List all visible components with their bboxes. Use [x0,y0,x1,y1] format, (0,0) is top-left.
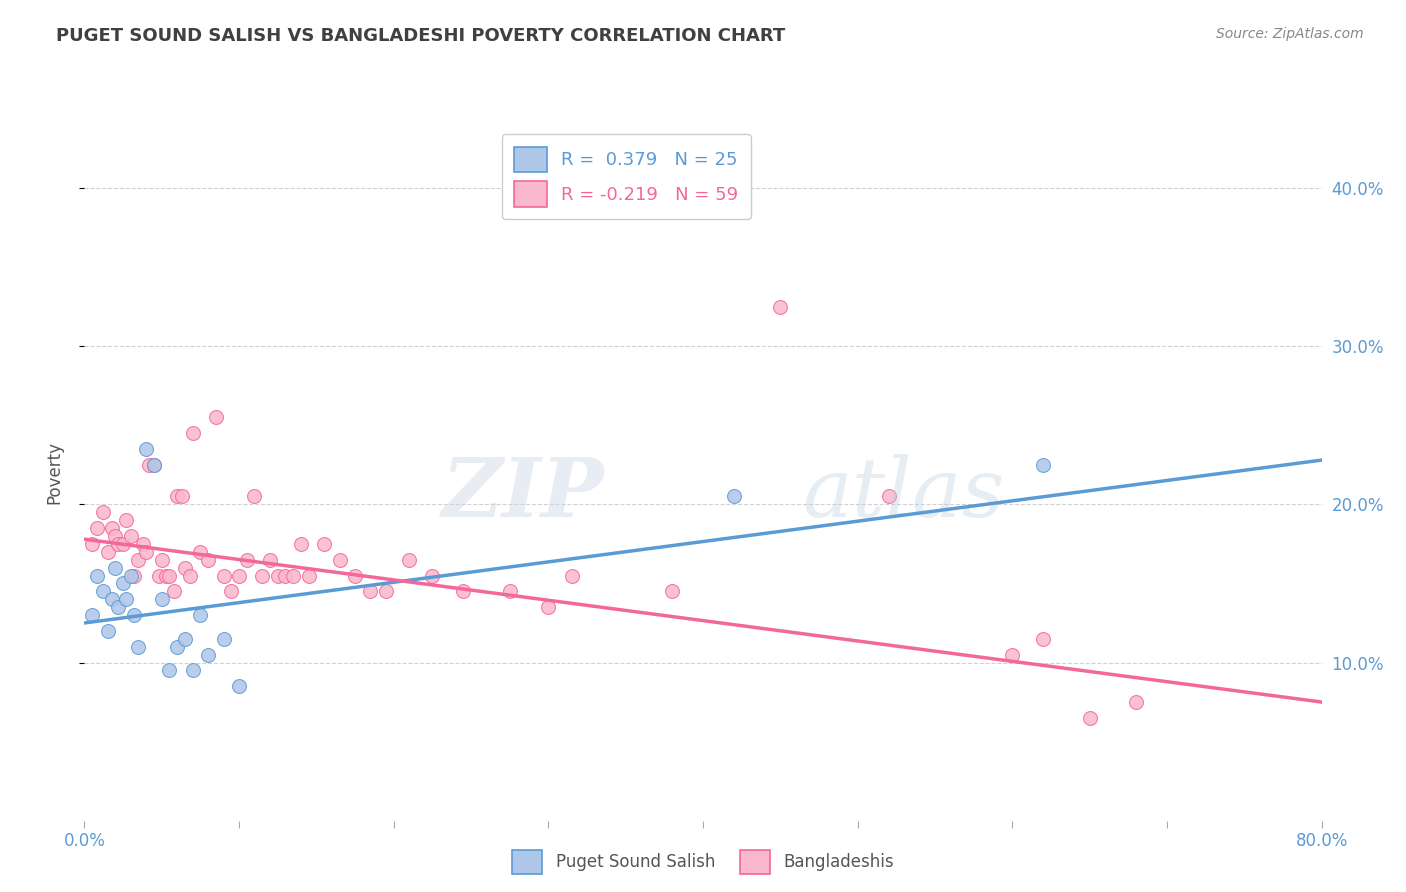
Point [221,584,243,599]
Point [120,568,142,582]
Point [135,442,157,456]
Point [499,584,522,599]
Point [181,664,204,678]
Point [174,632,197,646]
Point [1001,648,1024,662]
Point [1032,632,1054,646]
Point [82,608,104,623]
Point [159,568,181,582]
Legend: Puget Sound Salish, Bangladeshis: Puget Sound Salish, Bangladeshis [503,842,903,882]
Point [115,513,138,527]
Point [112,537,135,551]
Point [112,576,135,591]
Point [197,648,219,662]
Point [314,537,336,551]
Point [212,568,235,582]
Point [104,529,127,543]
Point [150,552,173,567]
Point [188,608,212,623]
Point [128,640,150,654]
Point [91,584,114,599]
Point [101,592,124,607]
Point [122,608,145,623]
Point [166,490,188,504]
Point [267,568,290,582]
Point [138,458,160,472]
Point [150,592,173,607]
Y-axis label: Poverty: Poverty [45,442,63,504]
Point [1032,458,1054,472]
Point [155,568,177,582]
Point [82,537,104,551]
Point [877,490,900,504]
Point [360,584,382,599]
Text: ZIP: ZIP [441,454,605,533]
Point [243,490,266,504]
Point [159,664,181,678]
Point [290,537,312,551]
Point [143,458,166,472]
Point [228,679,250,693]
Point [723,490,745,504]
Point [422,568,444,582]
Point [97,624,120,638]
Point [561,568,583,582]
Point [274,568,297,582]
Point [661,584,683,599]
Point [91,505,114,519]
Text: atlas: atlas [801,454,1004,533]
Point [769,300,792,314]
Text: PUGET SOUND SALISH VS BANGLADESHI POVERTY CORRELATION CHART: PUGET SOUND SALISH VS BANGLADESHI POVERT… [56,27,786,45]
Point [197,552,219,567]
Point [259,552,281,567]
Point [537,600,560,615]
Point [375,584,398,599]
Point [166,640,188,654]
Point [228,568,250,582]
Point [115,592,138,607]
Point [107,537,129,551]
Point [163,584,186,599]
Point [283,568,305,582]
Point [148,568,170,582]
Point [329,552,352,567]
Point [252,568,274,582]
Point [174,560,197,574]
Point [128,552,150,567]
Point [298,568,321,582]
Point [143,458,166,472]
Point [122,568,145,582]
Point [181,426,204,441]
Point [170,490,193,504]
Point [205,410,228,425]
Point [104,560,127,574]
Point [398,552,420,567]
Point [1125,695,1147,709]
Point [107,600,129,615]
Point [120,529,142,543]
Point [188,545,212,559]
Point [179,568,201,582]
Point [132,537,155,551]
Point [344,568,367,582]
Point [86,568,108,582]
Point [212,632,235,646]
Point [453,584,475,599]
Point [135,545,157,559]
Point [97,545,120,559]
Point [101,521,124,535]
Point [1078,711,1101,725]
Point [86,521,108,535]
Text: Source: ZipAtlas.com: Source: ZipAtlas.com [1216,27,1364,41]
Point [236,552,259,567]
